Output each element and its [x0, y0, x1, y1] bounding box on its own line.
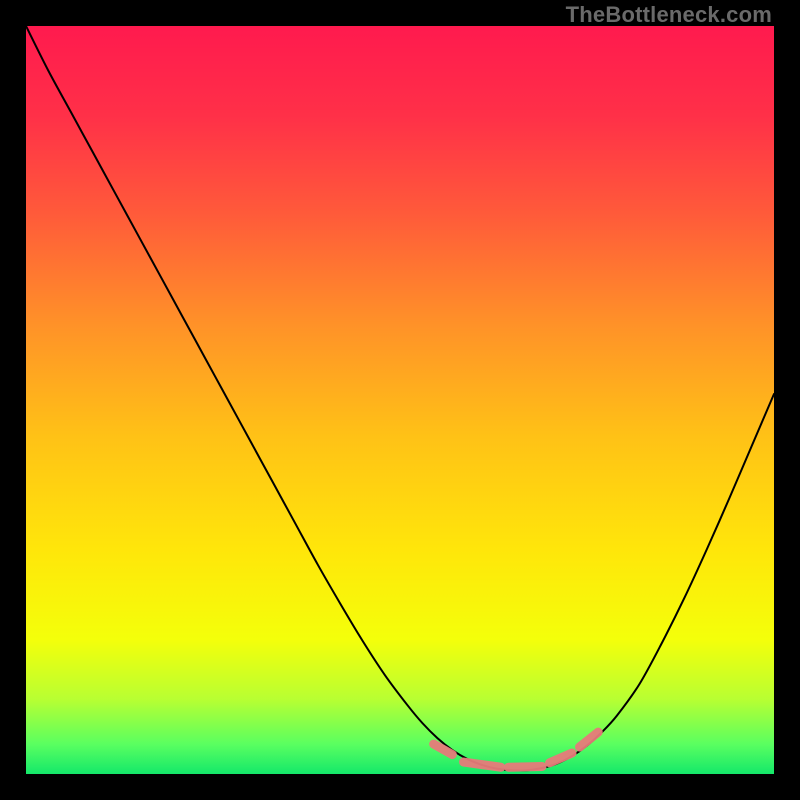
plot-background [26, 26, 774, 774]
optimal-marker-segment [508, 767, 542, 768]
bottleneck-chart [26, 26, 774, 774]
watermark-text: TheBottleneck.com [566, 2, 772, 28]
optimal-marker-segment [464, 762, 501, 767]
chart-container: TheBottleneck.com [0, 0, 800, 800]
